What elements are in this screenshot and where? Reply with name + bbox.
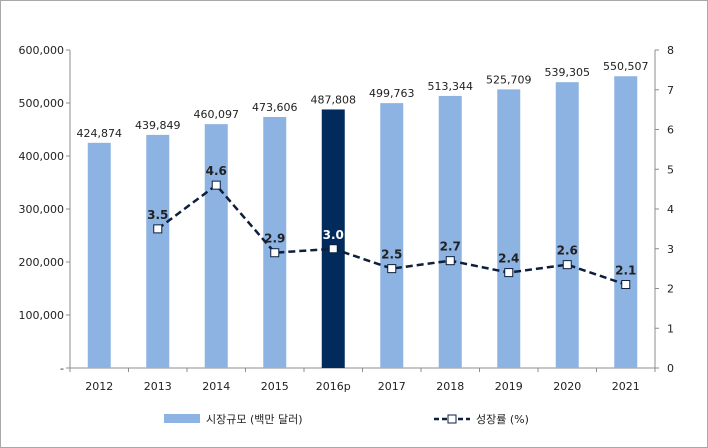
legend-bar-swatch [164,414,200,423]
bar [614,76,638,368]
legend-bar-label: 시장규모 (백만 달러) [206,413,303,426]
bar [380,103,404,368]
bar [87,142,111,368]
bar-value-label: 487,808 [311,93,357,106]
growth-rate-marker [328,244,338,254]
y-right-tick-label: 1 [667,322,674,335]
y-left-tick-label: 500,000 [19,97,65,110]
bar-value-label: 473,606 [252,101,298,114]
x-tick-label: 2016p [316,380,351,393]
growth-rate-label: 2.7 [440,240,461,254]
x-tick-label: 2014 [202,380,230,393]
growth-rate-marker [562,260,572,270]
bar-value-label: 499,763 [369,87,415,100]
y-left-tick-label: 200,000 [19,256,65,269]
x-tick-label: 2018 [436,380,464,393]
bar-value-label: 424,874 [77,127,123,140]
growth-rate-marker [621,280,631,290]
x-tick-label: 2021 [612,380,640,393]
x-tick-label: 2013 [144,380,172,393]
legend: 시장규모 (백만 달러) 성장률 (%) [164,413,529,426]
line-series [153,180,631,290]
growth-rate-line [157,183,627,286]
growth-rate-label: 2.4 [498,252,519,266]
legend-line-marker [447,414,457,424]
growth-rate-label: 2.1 [615,264,636,278]
y-left-tick-label: - [60,362,64,375]
growth-rate-marker [211,180,221,190]
bar [321,109,345,368]
growth-rate-marker [270,248,280,258]
y-left-tick-label: 100,000 [19,309,65,322]
bar [438,95,462,369]
x-tick-label: 2012 [85,380,113,393]
y-right-tick-label: 4 [667,203,674,216]
x-tick-label: 2015 [261,380,289,393]
growth-rate-marker [387,264,397,274]
growth-rate-label: 2.6 [557,244,578,258]
bar-value-label: 460,097 [194,108,240,121]
bar-value-label: 525,709 [486,73,532,86]
growth-rate-marker [445,256,455,266]
bar [497,89,521,368]
y-right-tick-label: 7 [667,84,674,97]
bar-value-label: 539,305 [545,66,591,79]
y-right-tick-label: 2 [667,283,674,296]
y-right-tick-label: 5 [667,163,674,176]
y-left-tick-label: 300,000 [19,203,65,216]
bar-value-label: 513,344 [428,80,474,93]
bar [204,124,228,368]
y-right-tick-label: 8 [667,44,674,57]
growth-rate-label: 3.0 [323,228,344,242]
growth-rate-label: 2.5 [381,248,402,262]
data-labels: 424,874 439,849 460,097 473,606 487,808 499,7… [77,60,649,277]
x-tick-label: 2019 [495,380,523,393]
y-right-tick-label: 3 [667,243,674,256]
bar-series [87,76,638,369]
bar-value-label: 439,849 [135,119,181,132]
growth-rate-marker [153,224,163,234]
axes: - 100,000 200,000 300,000 400,000 500,000 600,… [19,44,675,393]
y-left-tick-label: 600,000 [19,44,65,57]
y-left-tick-label: 400,000 [19,150,65,163]
growth-rate-marker [504,268,514,278]
y-right-tick-label: 0 [667,362,674,375]
bar [146,134,170,368]
y-right-tick-label: 6 [667,124,674,137]
legend-line-label: 성장률 (%) [476,413,529,426]
x-tick-label: 2017 [378,380,406,393]
growth-rate-label: 3.5 [147,208,168,222]
bar-value-label: 550,507 [603,60,649,73]
bar [263,116,287,368]
growth-rate-label: 4.6 [206,164,227,178]
growth-rate-label: 2.9 [264,232,285,246]
x-tick-label: 2020 [553,380,581,393]
bar [555,82,579,369]
